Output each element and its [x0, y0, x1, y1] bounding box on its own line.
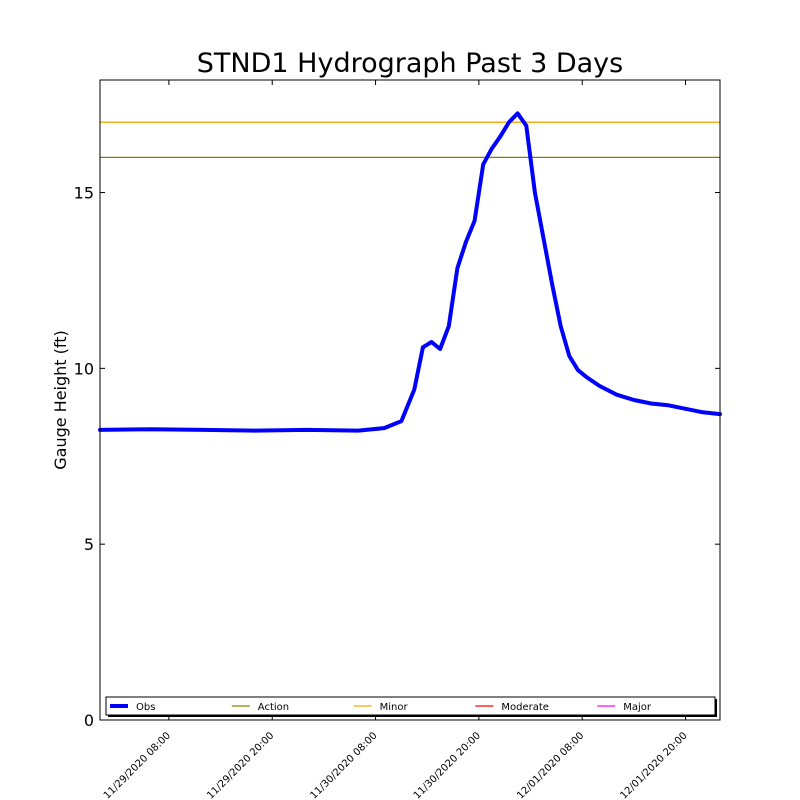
series-line-obs: [98, 111, 722, 433]
x-tick-label: 11/29/2020 20:00: [205, 730, 276, 800]
plot-frame: [99, 79, 721, 721]
y-tick-label: 0: [84, 711, 94, 730]
x-tick-label: 11/30/2020 08:00: [309, 730, 380, 800]
legend-label-obs: Obs: [136, 702, 155, 713]
x-tick-label: 11/30/2020 20:00: [412, 730, 483, 800]
legend-label-moderate: Moderate: [501, 702, 549, 713]
legend-label-action: Action: [258, 702, 289, 713]
x-tick-label: 12/01/2020 08:00: [515, 730, 586, 800]
y-tick-label: 15: [74, 184, 94, 203]
x-tick-label: 11/29/2020 08:00: [102, 730, 173, 800]
y-tick-label: 10: [74, 359, 94, 378]
y-axis-label: Gauge Height (ft): [51, 330, 70, 470]
y-tick-label: 5: [84, 535, 94, 554]
plot-area: 0 5 10 15 11/29/2020 08:00 11/29/2020 20:00 11…: [74, 79, 722, 800]
legend-label-major: Major: [623, 702, 652, 713]
x-tick-label: 12/01/2020 20:00: [619, 730, 690, 800]
chart-title: STND1 Hydrograph Past 3 Days: [197, 48, 623, 79]
legend-box: [105, 696, 716, 716]
legend-label-minor: Minor: [380, 702, 409, 713]
